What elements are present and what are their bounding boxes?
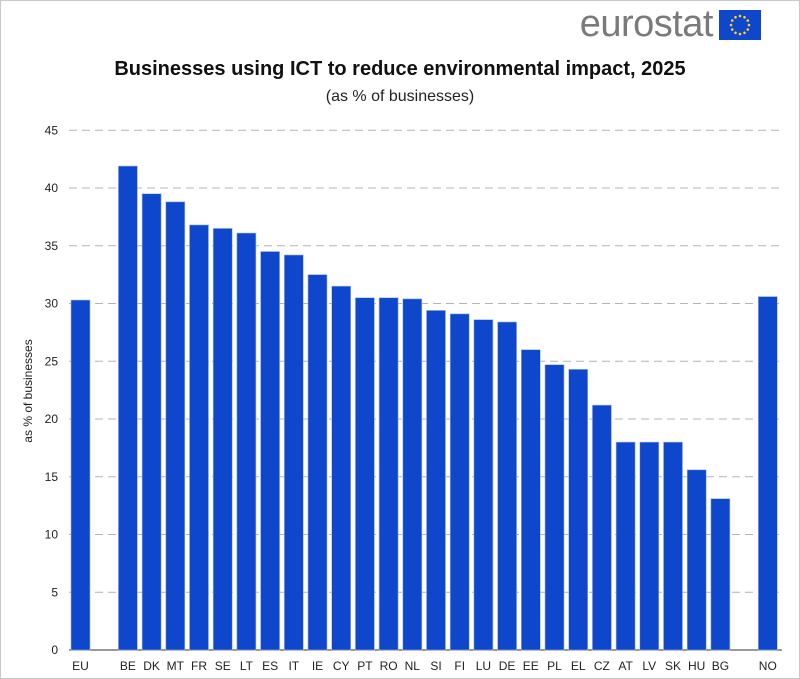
chart-title: Businesses using ICT to reduce environme… bbox=[114, 58, 686, 80]
bar-ie bbox=[307, 274, 328, 651]
bar-lt bbox=[236, 232, 257, 651]
x-tick-label: EU bbox=[72, 659, 89, 673]
x-tick-label: EL bbox=[571, 659, 586, 673]
y-tick-label: 25 bbox=[45, 354, 59, 368]
x-tick-label: HU bbox=[688, 659, 705, 673]
flag-star bbox=[743, 30, 746, 34]
x-tick-label: LT bbox=[240, 659, 254, 673]
x-tick-label: SE bbox=[215, 659, 231, 673]
bar-mt bbox=[165, 201, 186, 651]
bar-fr bbox=[189, 224, 209, 651]
y-tick-label: 30 bbox=[45, 297, 59, 311]
bar-nl bbox=[402, 298, 423, 651]
bar-lv bbox=[639, 441, 660, 651]
flag-star bbox=[734, 30, 737, 34]
bar-pt bbox=[355, 297, 375, 651]
flag-star bbox=[743, 15, 746, 19]
y-tick-label: 5 bbox=[51, 585, 58, 599]
bar-it bbox=[283, 254, 304, 651]
x-tick-label: CY bbox=[333, 659, 350, 673]
y-tick-label: 0 bbox=[51, 643, 58, 657]
x-tick-label: LV bbox=[642, 659, 656, 673]
x-tick-label: SK bbox=[665, 659, 681, 673]
x-tick-label: ES bbox=[262, 659, 278, 673]
bar-ee bbox=[520, 349, 541, 651]
x-tick-label: PT bbox=[357, 659, 373, 673]
y-tick-label: 15 bbox=[45, 470, 59, 484]
x-tick-label: EE bbox=[523, 659, 539, 673]
eurostat-logo: eurostat bbox=[580, 3, 761, 46]
flag-star bbox=[730, 27, 734, 31]
x-tick-label: SI bbox=[430, 659, 441, 673]
bar-dk bbox=[141, 193, 162, 651]
x-tick-label: LU bbox=[476, 659, 491, 673]
x-tick-label: BE bbox=[120, 659, 136, 673]
bar-el bbox=[568, 369, 589, 651]
flag-star bbox=[738, 14, 742, 17]
y-tick-label: 35 bbox=[45, 239, 59, 253]
x-tick-label: RO bbox=[380, 659, 398, 673]
x-tick-label: BG bbox=[712, 659, 729, 673]
x-tick-label: CZ bbox=[594, 659, 610, 673]
flag-star bbox=[747, 23, 751, 26]
x-tick-label: IE bbox=[312, 659, 323, 673]
bar-sk bbox=[663, 441, 683, 651]
x-tick-label: AT bbox=[618, 659, 633, 673]
bar-at bbox=[615, 441, 636, 651]
eu-flag-icon bbox=[719, 9, 761, 40]
bar-pl bbox=[544, 364, 565, 651]
bar-cy bbox=[331, 285, 352, 651]
bar-lu bbox=[473, 319, 494, 651]
bar-de bbox=[497, 321, 517, 651]
x-tick-label: DK bbox=[143, 659, 160, 673]
y-axis-label: as % of businesses bbox=[21, 339, 35, 442]
y-tick-label: 10 bbox=[45, 528, 59, 542]
bar-cz bbox=[592, 404, 612, 651]
flag-star bbox=[734, 15, 737, 19]
flag-star bbox=[729, 23, 733, 26]
bar-se bbox=[212, 228, 233, 651]
bar-no bbox=[757, 296, 778, 651]
flag-star bbox=[746, 27, 750, 31]
x-tick-label: MT bbox=[167, 659, 185, 673]
x-tick-label: NO bbox=[759, 659, 777, 673]
bar-fi bbox=[449, 313, 470, 651]
x-tick-label: FR bbox=[191, 659, 207, 673]
y-tick-label: 45 bbox=[45, 123, 59, 137]
logo-text: eurostat bbox=[579, 3, 714, 45]
x-tick-label: PL bbox=[547, 659, 562, 673]
bar-be bbox=[118, 165, 138, 651]
bar-si bbox=[426, 310, 446, 651]
flag-star bbox=[746, 18, 750, 22]
x-tick-label: IT bbox=[288, 659, 299, 673]
y-tick-label: 20 bbox=[45, 412, 59, 426]
bar-es bbox=[260, 251, 280, 651]
flag-star bbox=[730, 18, 734, 22]
bar-eu bbox=[70, 299, 91, 651]
x-tick-label: FI bbox=[454, 659, 465, 673]
y-tick-label: 40 bbox=[45, 181, 59, 195]
x-tick-label: NL bbox=[405, 659, 421, 673]
bar-ro bbox=[378, 297, 399, 651]
bar-bg bbox=[710, 498, 731, 651]
bar-hu bbox=[686, 469, 707, 651]
x-tick-label: DE bbox=[499, 659, 516, 673]
flag-star bbox=[738, 32, 742, 35]
chart-subtitle: (as % of businesses) bbox=[325, 88, 475, 105]
